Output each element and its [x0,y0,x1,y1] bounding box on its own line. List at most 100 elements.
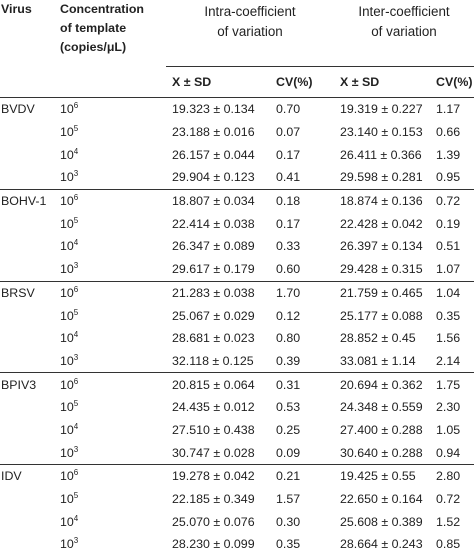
inter-mean-cell: 22.650 ± 0.164 [340,492,423,507]
table-row: IDV 106 19.278 ± 0.042 0.21 19.425 ± 0.55 2.8… [0,463,474,488]
concentration-exponent: 6 [73,192,79,202]
intra-mean-cell: 28.681 ± 0.023 [172,331,255,346]
inter-cv-cell: 1.52 [436,514,461,529]
intra-cv-cell: 0.09 [276,445,301,460]
virus-cell [0,419,54,442]
concentration-base: 10 [60,308,74,323]
intra-mean-cell: 29.617 ± 0.179 [172,262,255,277]
concentration-cell: 106 [54,188,166,213]
header-intra: Intra-coefficient of variation [204,4,296,39]
intra-cv-cell: 0.30 [276,514,301,529]
concentration-cell: 104 [54,327,166,350]
virus-cell [0,143,54,166]
concentration-cell: 105 [54,212,166,235]
concentration-base: 10 [60,194,74,209]
inter-cv-cell: 1.75 [436,372,474,396]
concentration-cell: 105 [54,304,166,327]
virus-cell: BRSV [0,280,54,305]
concentration-base: 10 [60,492,74,507]
concentration-base: 10 [60,331,74,346]
virus-cell [0,350,54,373]
inter-cv-cell: 2.14 [436,353,461,368]
concentration-base: 10 [60,147,74,162]
intra-cv-cell: 0.17 [276,216,301,231]
intra-cv-cell: 0.33 [276,239,301,254]
inter-cv-cell: 1.04 [436,280,474,305]
inter-mean-cell: 23.140 ± 0.153 [340,125,423,140]
header-inter-cv: CV(%) [436,66,474,98]
inter-mean-cell: 30.640 ± 0.288 [340,445,423,460]
concentration-cell: 106 [54,463,166,488]
concentration-exponent: 4 [73,146,79,156]
inter-cv-cell: 0.72 [436,188,474,213]
table-row: BOHV-1 106 18.807 ± 0.034 0.18 18.874 ± 0.13… [0,188,474,213]
header-inter-mean: X ± SD [334,66,436,98]
concentration-base: 10 [60,422,74,437]
virus-cell [0,510,54,533]
intra-cv-cell: 0.39 [276,353,301,368]
table-row: 104 28.681 ± 0.023 0.80 28.852 ± 0.45 1.56 [0,327,474,350]
inter-mean-cell: 19.425 ± 0.55 [334,463,436,488]
concentration-cell: 104 [54,143,166,166]
concentration-exponent: 6 [73,376,79,386]
intra-cv-cell: 0.21 [276,463,334,488]
concentration-cell: 106 [54,372,166,396]
table-row: 104 26.347 ± 0.089 0.33 26.397 ± 0.134 0.51 [0,235,474,258]
concentration-cell: 105 [54,121,166,144]
intra-mean-cell: 21.283 ± 0.038 [166,280,276,305]
virus-cell [0,327,54,350]
concentration-exponent: 3 [73,352,79,362]
table-row: 105 22.414 ± 0.038 0.17 22.428 ± 0.042 0.19 [0,212,474,235]
inter-mean-cell: 29.598 ± 0.281 [340,170,423,185]
virus-cell [0,121,54,144]
table-row: 105 23.188 ± 0.016 0.07 23.140 ± 0.153 0.66 [0,121,474,144]
concentration-cell: 104 [54,235,166,258]
concentration-cell: 103 [54,258,166,281]
intra-cv-cell: 0.35 [276,537,301,552]
inter-cv-cell: 2.30 [436,400,461,415]
table-row: 104 26.157 ± 0.044 0.17 26.411 ± 0.366 1.39 [0,143,474,166]
intra-mean-cell: 32.118 ± 0.125 [172,353,254,368]
intra-mean-cell: 18.807 ± 0.034 [166,188,276,213]
concentration-exponent: 5 [73,123,79,133]
concentration-base: 10 [60,353,74,368]
intra-cv-cell: 1.70 [276,280,334,305]
virus-cell [0,441,54,464]
intra-mean-cell: 25.070 ± 0.076 [172,514,255,529]
concentration-cell: 104 [54,510,166,533]
concentration-exponent: 3 [73,169,79,179]
concentration-cell: 106 [54,280,166,305]
inter-mean-cell: 21.759 ± 0.465 [334,280,436,305]
intra-cv-cell: 0.70 [276,102,301,117]
table-row: 103 32.118 ± 0.125 0.39 33.081 ± 1.14 2.14 [0,350,474,373]
concentration-exponent: 5 [73,399,79,409]
virus-cell [0,258,54,281]
inter-mean-cell: 24.348 ± 0.559 [340,400,423,415]
inter-mean-cell: 26.397 ± 0.134 [340,239,423,254]
inter-cv-cell: 1.07 [436,262,461,277]
intra-cv-cell: 0.41 [276,170,301,185]
inter-mean-cell: 19.319 ± 0.227 [340,102,423,117]
concentration-base: 10 [60,537,74,552]
virus-cell [0,533,54,556]
concentration-base: 10 [60,400,74,415]
concentration-cell: 104 [54,419,166,442]
concentration-base: 10 [60,285,74,300]
table-row: 103 28.230 ± 0.099 0.35 28.664 ± 0.243 0.85 [0,533,474,556]
intra-cv-cell: 0.12 [276,308,301,323]
concentration-base: 10 [60,170,74,185]
inter-mean-cell: 18.874 ± 0.136 [334,188,436,213]
concentration-base: 10 [60,514,74,529]
inter-mean-cell: 28.852 ± 0.45 [340,331,416,346]
inter-cv-cell: 1.56 [436,331,461,346]
inter-cv-cell: 0.95 [436,170,461,185]
intra-cv-cell: 0.18 [276,188,334,213]
intra-mean-cell: 28.230 ± 0.099 [172,537,255,552]
table-row: 103 30.747 ± 0.028 0.09 30.640 ± 0.288 0.94 [0,441,474,464]
table-row: 105 22.185 ± 0.349 1.57 22.650 ± 0.164 0.72 [0,488,474,511]
concentration-base: 10 [60,262,74,277]
inter-mean-cell: 28.664 ± 0.243 [340,537,423,552]
inter-mean-cell: 26.411 ± 0.366 [340,147,422,162]
concentration-exponent: 5 [73,215,79,225]
